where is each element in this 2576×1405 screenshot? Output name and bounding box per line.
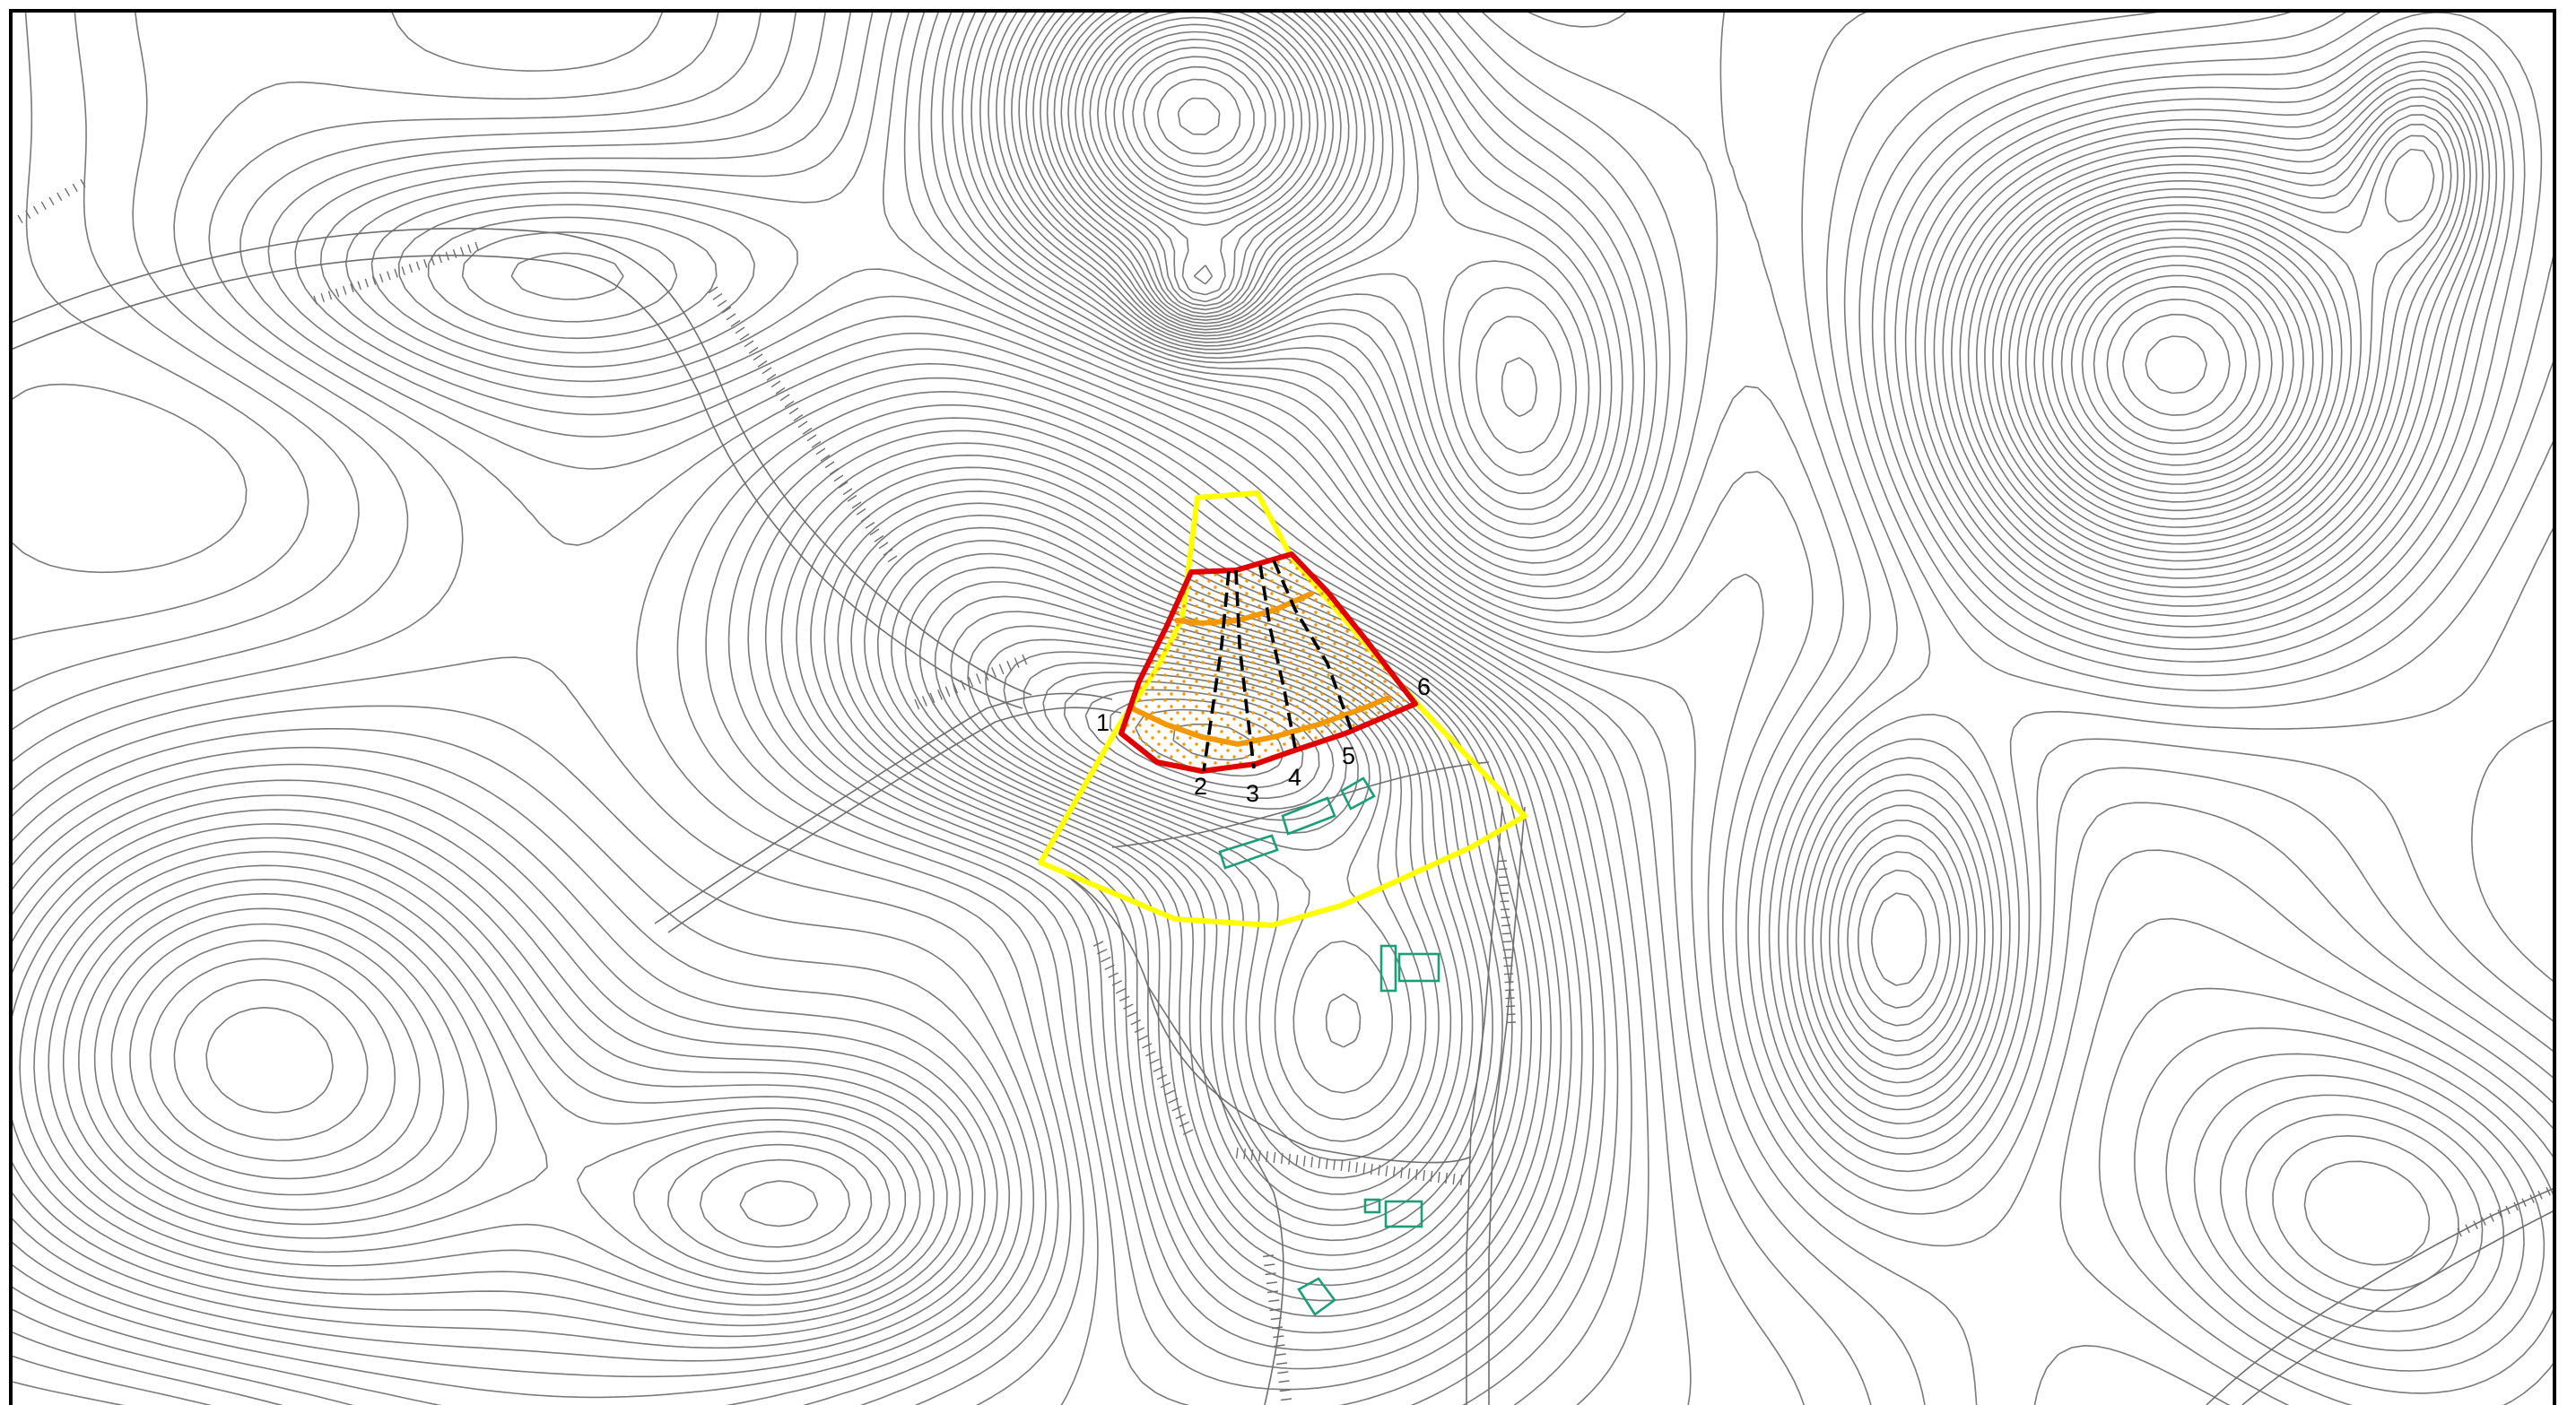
building [1379,944,1397,993]
profile-lines [1202,559,1354,772]
profile-label-3: 3 [1246,780,1259,807]
landslide-boundary [1118,551,1418,774]
road [667,707,1122,933]
map-frame [9,9,2556,1405]
building [1218,834,1279,870]
retaining-wall [17,178,86,224]
road [1147,985,1284,1405]
building [1384,1200,1423,1228]
building [1340,776,1376,811]
road [1466,806,1503,1405]
profile-label-1: 1 [1096,709,1110,736]
retaining-wall [914,654,1028,710]
retaining-wall [708,286,898,563]
retaining-wall [1092,941,1194,1135]
road [2241,1210,2554,1405]
profile-label-4: 4 [1288,764,1301,791]
road [654,692,1113,924]
profile-line-4 [1258,564,1298,754]
profile-label-6: 6 [1417,673,1431,700]
retaining-wall [2457,1184,2554,1237]
road [11,255,1023,709]
profile-label-5: 5 [1342,742,1355,769]
retaining-wall [313,241,479,305]
road [1111,761,1490,848]
road [1040,862,1472,1164]
road [11,228,1032,696]
profile-labels: 1 2 3 4 5 6 [1096,673,1431,807]
road [1488,806,1526,1405]
profile-line-5 [1272,559,1354,734]
building [1281,796,1336,836]
building [1297,1277,1336,1316]
sub-zone-line-lower [1129,695,1391,748]
building [1397,952,1440,983]
road [2206,1187,2554,1405]
buildings [1218,776,1440,1316]
retaining-wall [1263,1254,1292,1401]
retaining-wall [1497,860,1517,1024]
road-network [11,178,2554,1405]
profile-label-2: 2 [1194,773,1207,800]
retaining-wall [1235,1147,1463,1185]
building [1363,1198,1381,1214]
